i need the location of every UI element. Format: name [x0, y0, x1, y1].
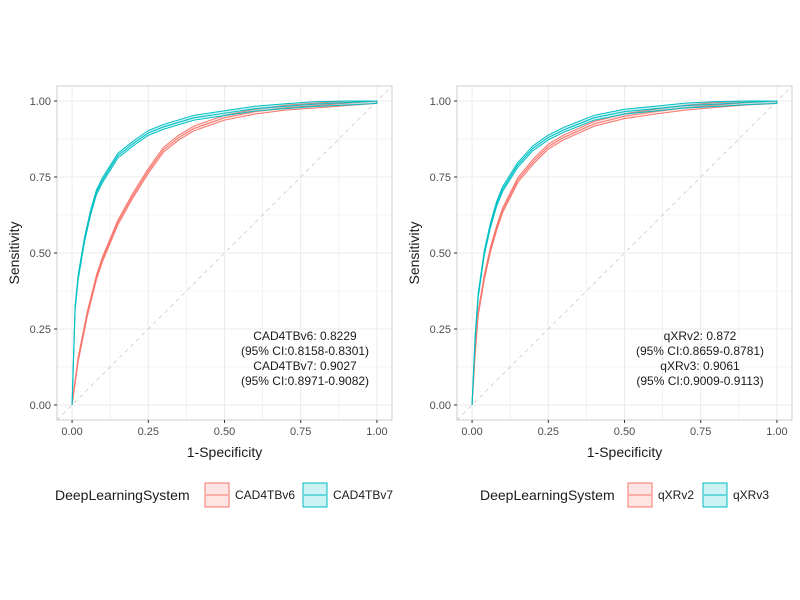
- y-tick-label: 0.25: [430, 324, 451, 336]
- y-axis-title: Sensitivity: [406, 221, 422, 284]
- y-tick-label: 0.75: [30, 172, 51, 184]
- y-tick-label: 0.00: [430, 400, 451, 412]
- x-tick-label: 0.50: [614, 426, 635, 438]
- x-axis-title: 1-Specificity: [587, 444, 662, 460]
- x-tick-label: 0.25: [538, 426, 559, 438]
- x-tick-label: 0.25: [138, 426, 159, 438]
- legend-2: DeepLearningSystem qXRv2 qXRv3: [480, 482, 769, 508]
- y-tick-label: 0.50: [30, 248, 51, 260]
- x-tick-label: 0.75: [690, 426, 711, 438]
- y-tick-label: 0.25: [30, 324, 51, 336]
- legend-label: qXRv2: [658, 488, 694, 502]
- legend-title: DeepLearningSystem: [480, 487, 615, 503]
- roc-line-qXRv3: [471, 100, 777, 405]
- auc-annotation: CAD4TBv7: 0.9027: [253, 359, 357, 373]
- x-tick-label: 0.75: [290, 426, 311, 438]
- auc-annotation: qXRv3: 0.9061: [660, 359, 740, 373]
- reference-diagonal-line: [456, 85, 793, 421]
- roc-line-CAD4TBv6: [71, 100, 377, 406]
- legend-title: DeepLearningSystem: [55, 487, 190, 503]
- auc-annotation: (95% CI:0.8158-0.8301): [241, 344, 369, 358]
- legend-label: qXRv3: [733, 488, 769, 502]
- y-tick-label: 1.00: [430, 96, 451, 108]
- auc-annotation: (95% CI:0.8971-0.9082): [241, 374, 369, 388]
- y-tick-label: 1.00: [30, 96, 51, 108]
- legend-label: CAD4TBv6: [235, 488, 295, 502]
- reference-diagonal-line: [56, 85, 393, 421]
- y-axis-title: Sensitivity: [6, 221, 22, 284]
- y-tick-label: 0.50: [430, 248, 451, 260]
- x-tick-label: 0.00: [61, 426, 82, 438]
- y-tick-label: 0.00: [30, 400, 51, 412]
- auc-annotation: (95% CI:0.8659-0.8781): [636, 344, 764, 358]
- roc-line-qXRv2: [471, 100, 777, 405]
- y-tick-label: 0.75: [430, 172, 451, 184]
- ci-band-qXRv3: [471, 100, 778, 405]
- x-tick-label: 0.50: [214, 426, 235, 438]
- x-tick-label: 0.00: [461, 426, 482, 438]
- legend-label: CAD4TBv7: [333, 488, 393, 502]
- chart-panel-2: 0.00 0.25 0.50 0.75 1.00 0.00 0.25 0.50 0.75 1.00…: [406, 85, 793, 460]
- auc-annotation: qXRv2: 0.872: [664, 329, 737, 343]
- auc-annotation: CAD4TBv6: 0.8229: [253, 329, 357, 343]
- x-axis-title: 1-Specificity: [187, 444, 262, 460]
- x-tick-label: 1.00: [766, 426, 787, 438]
- legend-1: DeepLearningSystem CAD4TBv6 CAD4TBv7: [55, 482, 393, 508]
- ci-band-CAD4TBv7: [71, 100, 378, 405]
- roc-line-CAD4TBv7: [71, 100, 377, 405]
- auc-annotation: (95% CI:0.9009-0.9113): [636, 374, 763, 388]
- chart-panel-1: 0.00 0.25 0.50 0.75 1.00 0.00 0.25 0.50 0.75 1.00…: [6, 85, 393, 460]
- x-tick-label: 1.00: [366, 426, 387, 438]
